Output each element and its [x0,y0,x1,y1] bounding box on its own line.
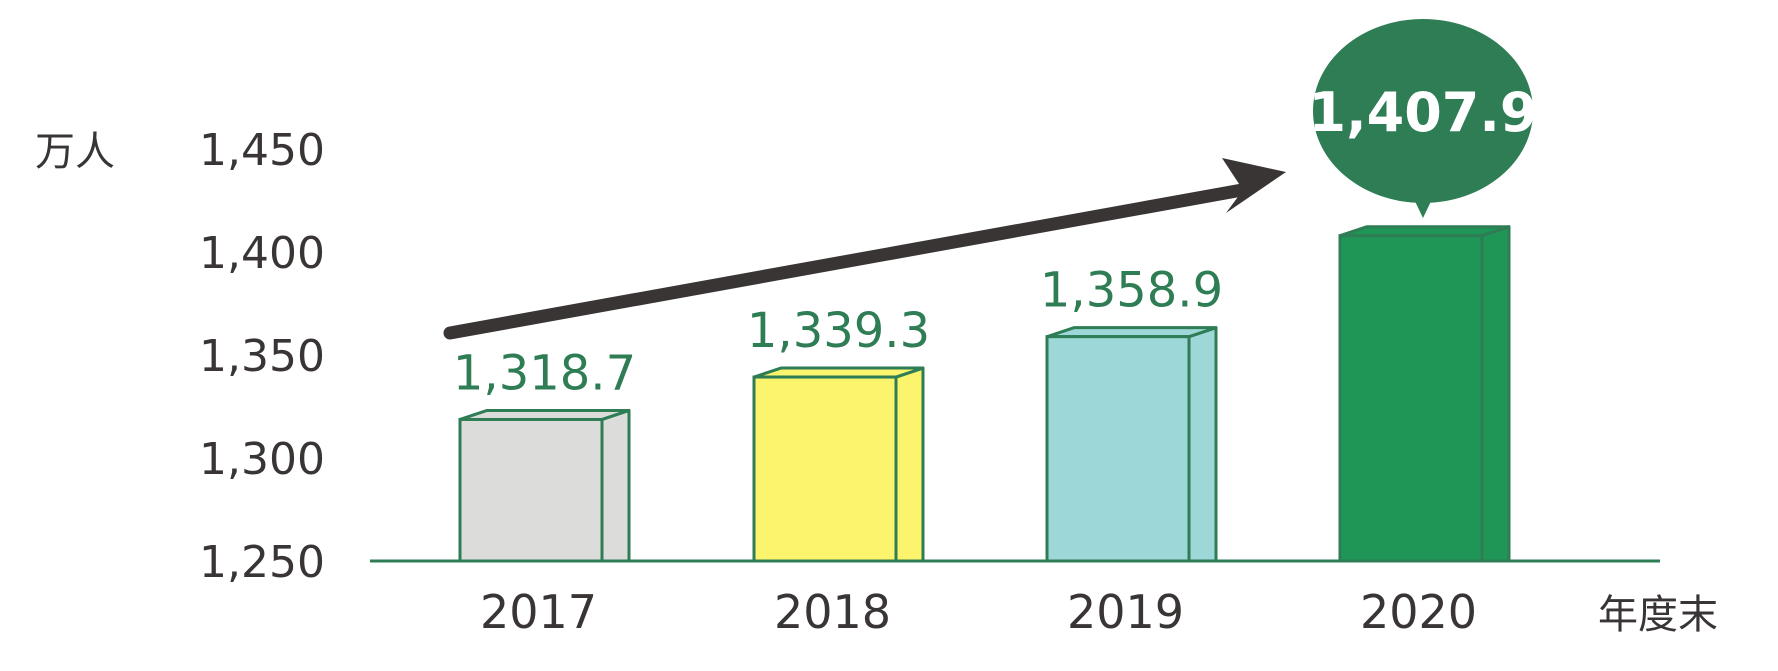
bar-2020 [1338,225,1511,563]
y-tick-label: 1,250 [199,537,325,588]
x-axis-ticks: 2017 2018 2019 2020 [480,585,1477,639]
y-tick-label: 1,350 [199,331,325,382]
bar-front [458,417,604,563]
data-labels: 1,318.7 1,339.3 1,358.9 1,407.9 [453,19,1538,401]
callout-pointer [1412,195,1434,218]
bar-side [1480,225,1511,563]
bar-side [600,408,631,563]
bar-front [1338,234,1484,563]
x-tick-label: 2019 [1067,585,1184,639]
bar-side [894,366,925,563]
bar-front [1045,335,1191,563]
bar-2019 [1045,326,1218,563]
bars [458,225,1511,563]
callout-ellipse [1313,19,1533,203]
trend-arrow-shaft [443,183,1249,340]
y-tick-label: 1,400 [199,228,325,279]
x-tick-label: 2020 [1360,585,1477,639]
bar-2017 [458,408,631,563]
y-tick-label: 1,300 [199,434,325,485]
data-label: 1,318.7 [453,345,636,401]
data-label: 1,407.9 [1309,81,1538,144]
y-axis-ticks: 1,250 1,300 1,350 1,400 1,450 [199,125,325,588]
x-tick-label: 2018 [774,585,891,639]
data-label: 1,358.9 [1040,263,1223,319]
y-tick-label: 1,450 [199,125,325,176]
trend-arrow [443,158,1286,340]
data-label: 1,339.3 [747,303,930,359]
bar-2018 [752,366,925,563]
x-tick-label: 2017 [480,585,597,639]
callout-bubble: 1,407.9 [1309,19,1538,218]
x-axis-unit: 年度末 [1598,592,1718,638]
y-axis-unit: 万人 [35,129,115,175]
bar-front [752,375,898,563]
bar-side [1187,326,1218,563]
trend-arrow-head [1222,158,1286,213]
